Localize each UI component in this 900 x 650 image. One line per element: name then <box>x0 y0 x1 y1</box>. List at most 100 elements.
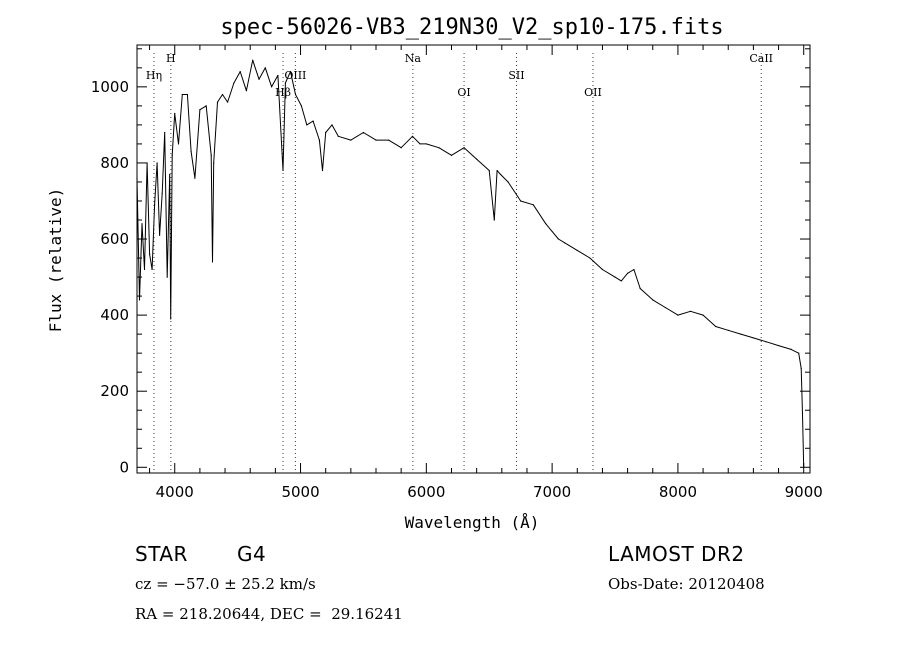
spectrum-point <box>181 93 183 96</box>
spectrum-point <box>425 143 427 145</box>
spectrum-point <box>169 173 171 175</box>
spectrum-point <box>362 131 365 134</box>
line-marker-label: OIII <box>284 69 306 82</box>
spectrum-point <box>576 249 578 252</box>
spectrum-point <box>194 177 196 179</box>
spectrum-point <box>551 230 553 233</box>
redshift-velocity: cz = −57.0 ± 25.2 km/s <box>135 575 316 593</box>
object-class: STAR <box>135 542 188 566</box>
spectrum-point <box>161 192 163 194</box>
line-marker-label: OII <box>584 86 602 99</box>
spectrum-point <box>306 124 308 126</box>
y-tick-label: 800 <box>100 154 129 172</box>
spectrum-point <box>677 314 679 316</box>
spectrum-point <box>727 329 729 331</box>
spectrum-point <box>143 268 146 271</box>
spectrum-point <box>499 173 502 175</box>
x-tick-label: 7000 <box>533 483 571 501</box>
coordinates: RA = 218.20644, DEC = 29.16241 <box>135 605 403 623</box>
spectrum-point <box>411 135 414 137</box>
spectrum-point <box>300 105 303 107</box>
survey-name: LAMOST DR2 <box>608 542 745 566</box>
spectrum-point <box>507 181 509 183</box>
spectrum-point <box>557 238 560 240</box>
spectrum-point <box>702 314 704 316</box>
y-tick-label: 600 <box>100 230 129 248</box>
spectrum-point <box>166 276 168 278</box>
spectrum-point <box>171 154 173 156</box>
spectrum-point <box>564 242 566 244</box>
y-tick-label: 200 <box>100 382 129 400</box>
spectrum-point <box>221 93 224 96</box>
spectrum-point <box>545 223 547 225</box>
spectrum-point <box>626 272 629 274</box>
spectrum-point <box>294 93 297 96</box>
spectrum-point <box>387 139 390 141</box>
spectrum-point <box>233 82 235 84</box>
spectrum-point <box>210 154 212 156</box>
spectrum-point <box>375 139 377 141</box>
line-marker-label: H <box>166 52 176 65</box>
line-marker-label: OI <box>457 86 470 99</box>
spectrum-point <box>800 367 802 369</box>
spectrum-point <box>798 352 800 354</box>
observation-date: Obs-Date: 20120408 <box>608 575 765 593</box>
plot-frame <box>136 44 811 474</box>
line-marker-label: Na <box>405 52 422 65</box>
spectrum-line <box>136 59 805 468</box>
spectrum-point <box>151 268 153 271</box>
spectrum-point <box>156 162 158 164</box>
spectrum-point <box>496 169 498 172</box>
spectrum-point <box>715 325 717 328</box>
y-tick-label: 1000 <box>91 78 129 96</box>
spectrum-point <box>154 204 156 206</box>
spectrum-point <box>325 131 327 134</box>
spectrum-point <box>450 154 453 156</box>
spectrum-point <box>282 169 284 172</box>
line-marker-layer: Hη H Hβ OIII Na OI SII OII CaII <box>146 52 773 473</box>
spectrum-point <box>289 71 292 73</box>
series-layer <box>136 59 805 468</box>
spectrum-point <box>790 348 792 350</box>
spectrum-point <box>199 109 201 111</box>
spectrum-point <box>284 82 287 84</box>
spectrum-point <box>213 162 215 164</box>
x-tick-label: 9000 <box>785 483 823 501</box>
chart-title: spec-56026-VB3_219N30_V2_sp10-175.fits <box>220 15 723 40</box>
spectrum-point <box>271 86 273 88</box>
spectrum-point <box>463 147 465 149</box>
x-axis-label: Wavelength (Å) <box>405 513 540 532</box>
spectrum-point <box>601 268 604 271</box>
spectrum-point <box>476 158 478 160</box>
spectrum-point <box>633 268 635 271</box>
spectrum-point <box>211 261 214 263</box>
spectrum-point <box>331 124 333 126</box>
y-tick-label: 400 <box>100 306 129 324</box>
spectrum-point <box>765 341 767 343</box>
spectrum-point <box>520 200 522 202</box>
spectrum-point <box>321 169 324 172</box>
spectrum-point <box>226 101 229 103</box>
axes-layer: 4000 5000 6000 7000 8000 9000 0 200 400 600 800 100… <box>91 45 823 501</box>
spectrum-point <box>419 143 421 145</box>
spectrum-point <box>141 223 143 225</box>
x-tick-label: 8000 <box>659 483 697 501</box>
spectrum-point <box>216 101 219 103</box>
spectrum-point <box>400 147 402 149</box>
spectrum-point <box>170 318 172 320</box>
spectrum-point <box>493 219 495 221</box>
spectrum-point <box>777 344 780 347</box>
spectrum-point <box>264 67 266 69</box>
line-marker-label: Hβ <box>275 86 291 99</box>
spectrum-point <box>752 337 754 339</box>
spectrum-point <box>245 90 248 92</box>
spectrum-point <box>252 59 254 61</box>
spectrum-point <box>689 310 692 312</box>
spectrum-point <box>652 299 654 301</box>
spectrum-point <box>186 93 189 96</box>
spectrum-point <box>239 71 241 73</box>
y-axis-label: Flux (relative) <box>46 188 65 333</box>
spectrum-point <box>205 105 207 107</box>
spectrum-point <box>639 287 641 290</box>
